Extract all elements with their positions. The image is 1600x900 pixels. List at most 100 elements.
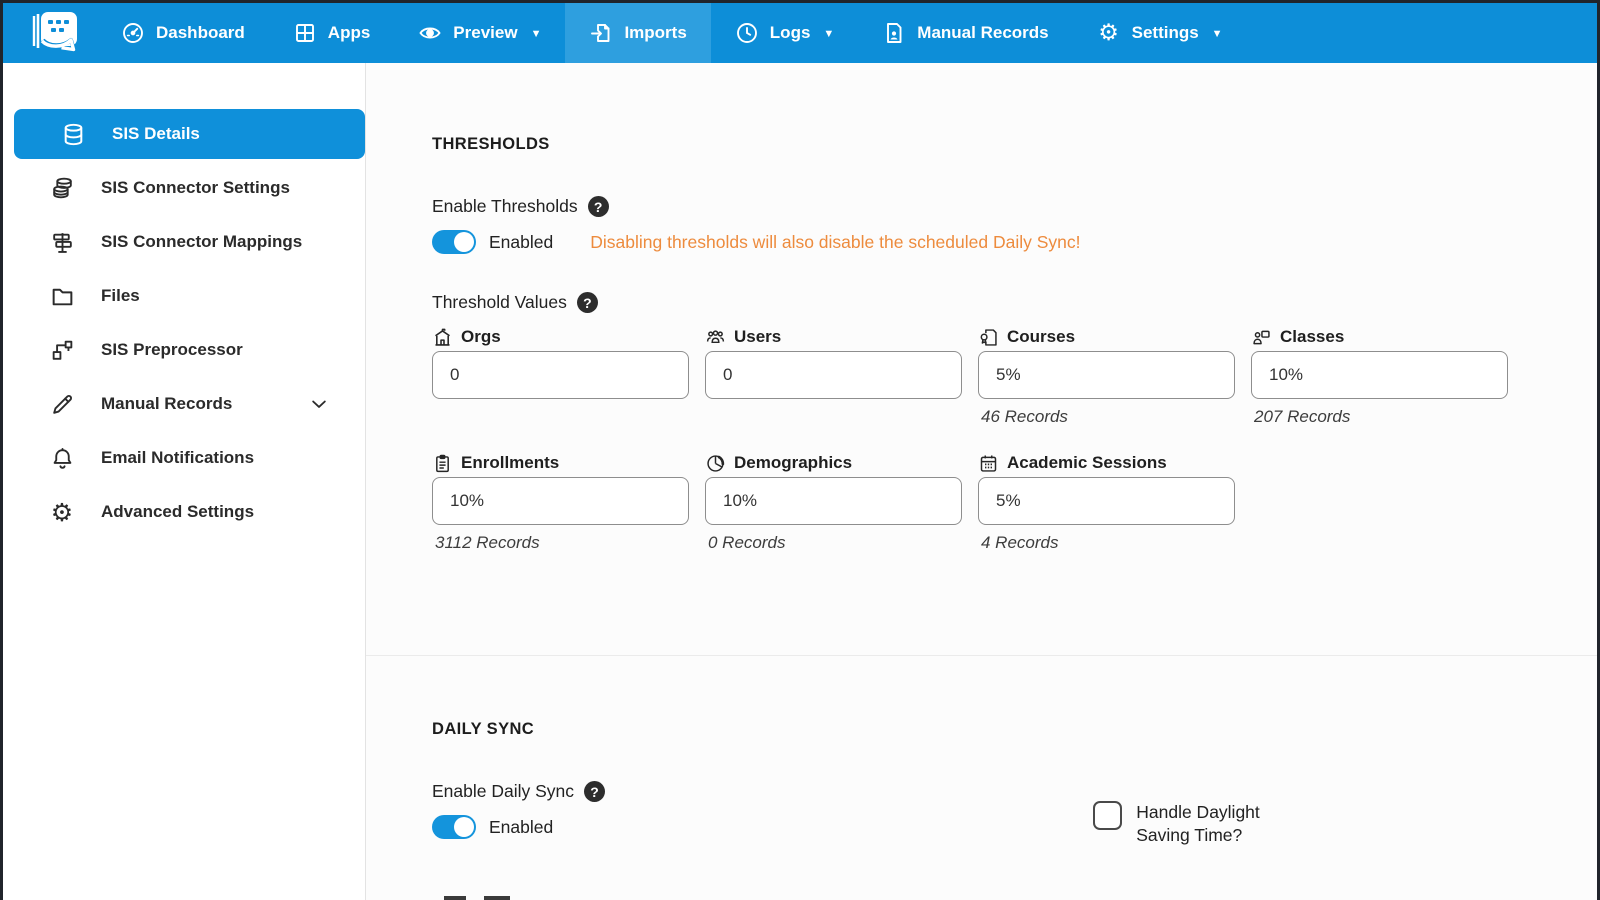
nav-item-label: Logs <box>769 23 811 42</box>
nav-item-label: Imports <box>624 23 687 42</box>
field-classes: Classes 207 Records <box>1251 323 1508 429</box>
sidebar-item-files[interactable]: Files <box>3 269 365 323</box>
sidebar-item-label: Advanced Settings <box>101 502 255 521</box>
top-navbar: Dashboard Apps Preview ▼ <box>3 3 1597 63</box>
sync-cards-logo-icon <box>27 8 81 59</box>
field-academic-sessions: Academic Sessions 4 Records <box>978 449 1235 555</box>
sidebar-item-label: SIS Connector Mappings <box>101 232 303 251</box>
enable-thresholds-toggle[interactable] <box>432 230 476 254</box>
nav-item-imports[interactable]: Imports <box>565 3 711 63</box>
caret-down-icon: ▼ <box>823 28 835 40</box>
folder-icon <box>49 283 75 309</box>
settings-sidebar: SIS Details SIS Connector Settings <box>3 63 366 900</box>
course-badge-document-icon <box>978 327 999 348</box>
enable-daily-sync-toggle[interactable] <box>432 815 476 839</box>
field-courses: Courses 46 Records <box>978 323 1235 429</box>
orgs-threshold-input[interactable] <box>432 351 689 399</box>
academic-sessions-calendar-icon <box>978 453 999 474</box>
field-label: Classes <box>1280 327 1345 346</box>
thresholds-section: THRESHOLDS Enable Thresholds ? Enabled D… <box>366 63 1597 555</box>
users-group-icon <box>705 327 726 348</box>
daily-sync-section: DAILY SYNC Enable Daily Sync ? Enabled H… <box>366 656 1597 861</box>
field-enrollments: Enrollments 3112 Records <box>432 449 689 555</box>
sidebar-item-label: SIS Preprocessor <box>101 340 243 359</box>
sidebar-item-sis-preprocessor[interactable]: SIS Preprocessor <box>3 323 365 377</box>
nav-item-apps[interactable]: Apps <box>269 3 395 63</box>
sidebar-item-sis-details[interactable]: SIS Details <box>14 109 365 159</box>
logs-clock-icon <box>735 21 759 45</box>
sidebar-item-label: Files <box>101 286 140 305</box>
records-count: 207 Records <box>1254 407 1351 426</box>
records-count: 0 Records <box>708 533 786 552</box>
database-icon <box>60 121 86 147</box>
nav-item-dashboard[interactable]: Dashboard <box>97 3 269 63</box>
sidebar-item-sis-connector-settings[interactable]: SIS Connector Settings <box>3 161 365 215</box>
help-icon[interactable]: ? <box>587 196 609 217</box>
handle-dst-group: Handle Daylight Saving Time? <box>1093 801 1286 847</box>
imports-file-icon <box>589 21 613 45</box>
demographics-threshold-input[interactable] <box>705 477 962 525</box>
caret-down-icon: ▼ <box>530 28 542 40</box>
handle-dst-label: Handle Daylight Saving Time? <box>1136 802 1260 845</box>
sidebar-item-advanced-settings[interactable]: ⚙ Advanced Settings <box>3 485 365 539</box>
field-label: Users <box>734 327 782 346</box>
field-orgs: Orgs <box>432 323 689 429</box>
stacked-database-icon <box>49 175 75 201</box>
apps-grid-icon <box>293 21 317 45</box>
courses-threshold-input[interactable] <box>978 351 1235 399</box>
nav-item-label: Manual Records <box>917 23 1049 42</box>
help-icon[interactable]: ? <box>584 781 606 802</box>
caret-down-icon: ▼ <box>1211 28 1223 40</box>
thresholds-warning-text: Disabling thresholds will also disable t… <box>590 231 1081 252</box>
field-label: Academic Sessions <box>1007 453 1167 472</box>
handle-dst-checkbox[interactable] <box>1093 801 1123 830</box>
threshold-values-label: Threshold Values <box>432 292 567 312</box>
records-count: 46 Records <box>981 407 1068 426</box>
sidebar-item-label: Manual Records <box>101 394 233 413</box>
nav-item-settings[interactable]: ⚙ Settings ▼ <box>1073 3 1247 63</box>
sidebar-item-label: SIS Connector Settings <box>101 178 290 197</box>
class-person-board-icon <box>1251 327 1272 348</box>
classes-threshold-input[interactable] <box>1251 351 1508 399</box>
users-threshold-input[interactable] <box>705 351 962 399</box>
gear-icon: ⚙ <box>50 497 74 527</box>
field-label: Enrollments <box>461 453 560 472</box>
sidebar-item-manual-records[interactable]: Manual Records <box>3 377 365 431</box>
nav-item-logs[interactable]: Logs ▼ <box>711 3 859 63</box>
nav-item-label: Preview <box>453 23 518 42</box>
preview-eye-icon <box>418 21 442 45</box>
main-panel: THRESHOLDS Enable Thresholds ? Enabled D… <box>366 63 1597 900</box>
field-demographics: Demographics 0 Records <box>705 449 962 555</box>
enrollments-threshold-input[interactable] <box>432 477 689 525</box>
field-users: Users <box>705 323 962 429</box>
empty-grid-cell <box>1251 449 1508 555</box>
records-count <box>708 407 962 429</box>
app-logo[interactable] <box>3 3 97 63</box>
help-icon[interactable]: ? <box>576 292 598 313</box>
sidebar-item-label: SIS Details <box>112 124 200 143</box>
settings-gear-icon: ⚙ <box>1098 19 1119 46</box>
nav-item-manual-records[interactable]: Manual Records <box>858 3 1072 63</box>
nav-item-preview[interactable]: Preview ▼ <box>394 3 565 63</box>
records-count: 4 Records <box>981 533 1059 552</box>
sidebar-item-email-notifications[interactable]: Email Notifications <box>3 431 365 485</box>
flow-graph-icon <box>49 337 75 363</box>
manual-records-card-icon <box>882 21 906 45</box>
pencil-icon <box>49 391 75 417</box>
enable-thresholds-label: Enable Thresholds <box>432 196 578 216</box>
field-label: Demographics <box>734 453 853 472</box>
dashboard-gauge-icon <box>121 21 145 45</box>
chevron-down-icon[interactable] <box>309 394 329 414</box>
academic-sessions-threshold-input[interactable] <box>978 477 1235 525</box>
nav-item-label: Apps <box>327 23 371 42</box>
sidebar-item-label: Email Notifications <box>101 448 255 467</box>
bell-icon <box>49 445 75 471</box>
records-count: 3112 Records <box>435 533 540 552</box>
school-building-icon <box>432 327 453 348</box>
demographics-pie-icon <box>705 453 726 474</box>
signpost-icon <box>49 229 75 255</box>
field-label: Orgs <box>461 327 501 346</box>
toggle-state-label: Enabled <box>489 816 554 837</box>
sidebar-item-sis-connector-mappings[interactable]: SIS Connector Mappings <box>3 215 365 269</box>
toggle-state-label: Enabled <box>489 231 554 252</box>
